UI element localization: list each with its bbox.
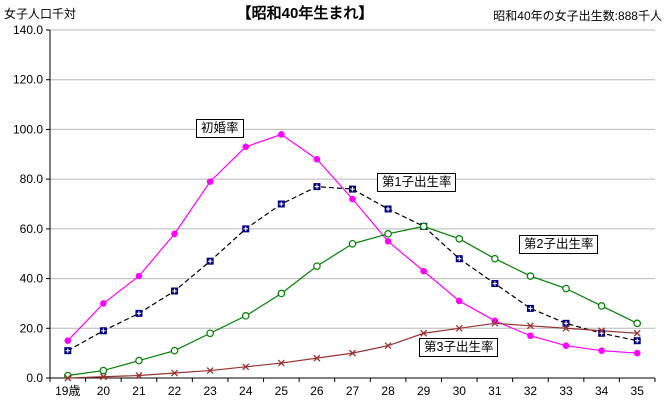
svg-text:27: 27 [346,384,360,398]
svg-text:31: 31 [488,384,502,398]
svg-text:34: 34 [595,384,609,398]
svg-text:29: 29 [417,384,431,398]
chart-title: 【昭和40年生まれ】 [236,5,374,22]
svg-text:40.0: 40.0 [20,272,44,286]
svg-text:22: 22 [168,384,182,398]
third-child-birth-rate-label: 第3子出生率 [419,338,499,357]
svg-text:24: 24 [239,384,253,398]
y-axis-unit-label: 女子人口千対 [4,7,77,21]
svg-text:30: 30 [453,384,467,398]
svg-text:20.0: 20.0 [20,321,44,335]
svg-text:20: 20 [97,384,111,398]
svg-text:33: 33 [559,384,573,398]
svg-text:21: 21 [132,384,146,398]
svg-text:100.0: 100.0 [13,122,43,136]
birth-count-note: 昭和40年の女子出生数:888千人 [493,9,662,23]
svg-text:23: 23 [203,384,217,398]
svg-text:25: 25 [275,384,289,398]
svg-text:120.0: 120.0 [13,73,43,87]
svg-text:32: 32 [524,384,538,398]
svg-text:19歳: 19歳 [55,384,80,398]
svg-text:80.0: 80.0 [20,172,44,186]
first-child-birth-rate-label: 第1子出生率 [377,173,457,192]
svg-text:60.0: 60.0 [20,222,44,236]
second-child-birth-rate-label: 第2子出生率 [519,235,599,254]
svg-text:140.0: 140.0 [13,23,43,37]
svg-text:0.0: 0.0 [26,371,43,385]
svg-text:28: 28 [381,384,395,398]
first-marriage-rate-label: 初婚率 [196,119,244,138]
svg-text:35: 35 [631,384,645,398]
svg-text:26: 26 [310,384,324,398]
